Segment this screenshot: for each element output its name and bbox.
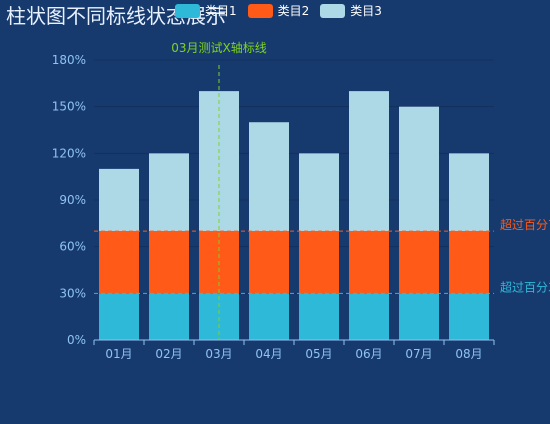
legend-swatch [320, 4, 346, 18]
mark-line-label: 03月测试X轴标线 [171, 40, 267, 55]
x-tick-label: 03月 [205, 347, 232, 361]
legend-swatch [175, 4, 200, 18]
bar-segment-3 [299, 153, 339, 232]
bar-segment-3 [99, 168, 139, 232]
bar-segment-2 [249, 231, 289, 294]
x-tick-label: 05月 [305, 347, 332, 361]
bar-segment-1 [149, 293, 189, 340]
mark-line-label: 超过百分30 [500, 279, 550, 294]
bar-segment-3 [249, 122, 289, 232]
bar-segment-1 [99, 293, 139, 340]
legend-item-2[interactable]: 类目2 [247, 4, 310, 18]
bar-segment-1 [449, 293, 489, 340]
legend-item-1[interactable]: 类目1 [175, 4, 237, 18]
bar-segment-3 [199, 91, 239, 232]
bar-segment-2 [449, 231, 489, 294]
x-tick-label: 02月 [155, 347, 182, 361]
bar-segment-1 [299, 293, 339, 340]
bar-segment-2 [349, 231, 389, 294]
bar-segment-1 [349, 293, 389, 340]
x-tick-label: 08月 [455, 347, 482, 361]
bar-segment-2 [399, 231, 439, 294]
y-tick-label: 120% [52, 146, 86, 160]
bar-segment-2 [149, 231, 189, 294]
bar-segment-2 [99, 231, 139, 294]
x-tick-label: 07月 [405, 347, 432, 361]
legend-swatch [247, 4, 273, 18]
bar-segment-3 [399, 106, 439, 232]
legend-label: 类目2 [277, 4, 310, 18]
y-tick-label: 0% [67, 333, 86, 347]
y-tick-label: 30% [59, 286, 86, 300]
y-tick-label: 90% [59, 193, 86, 207]
y-tick-label: 150% [52, 100, 86, 114]
bar-segment-3 [349, 91, 389, 232]
bar-segment-2 [299, 231, 339, 294]
legend-label: 类目3 [350, 4, 382, 18]
x-tick-label: 04月 [255, 347, 282, 361]
chart-legend: 类目1 类目2 类目3 [175, 4, 393, 18]
legend-item-3[interactable]: 类目3 [320, 4, 382, 18]
mark-line-label: 超过百分70 [500, 217, 550, 232]
bar-segment-3 [449, 153, 489, 232]
legend-label: 类目1 [205, 4, 237, 18]
y-tick-label: 60% [59, 240, 86, 254]
y-tick-label: 180% [52, 53, 86, 67]
x-tick-label: 01月 [105, 347, 132, 361]
bar-segment-1 [399, 293, 439, 340]
x-tick-label: 06月 [355, 347, 382, 361]
bar-segment-1 [249, 293, 289, 340]
bar-segment-3 [149, 153, 189, 232]
